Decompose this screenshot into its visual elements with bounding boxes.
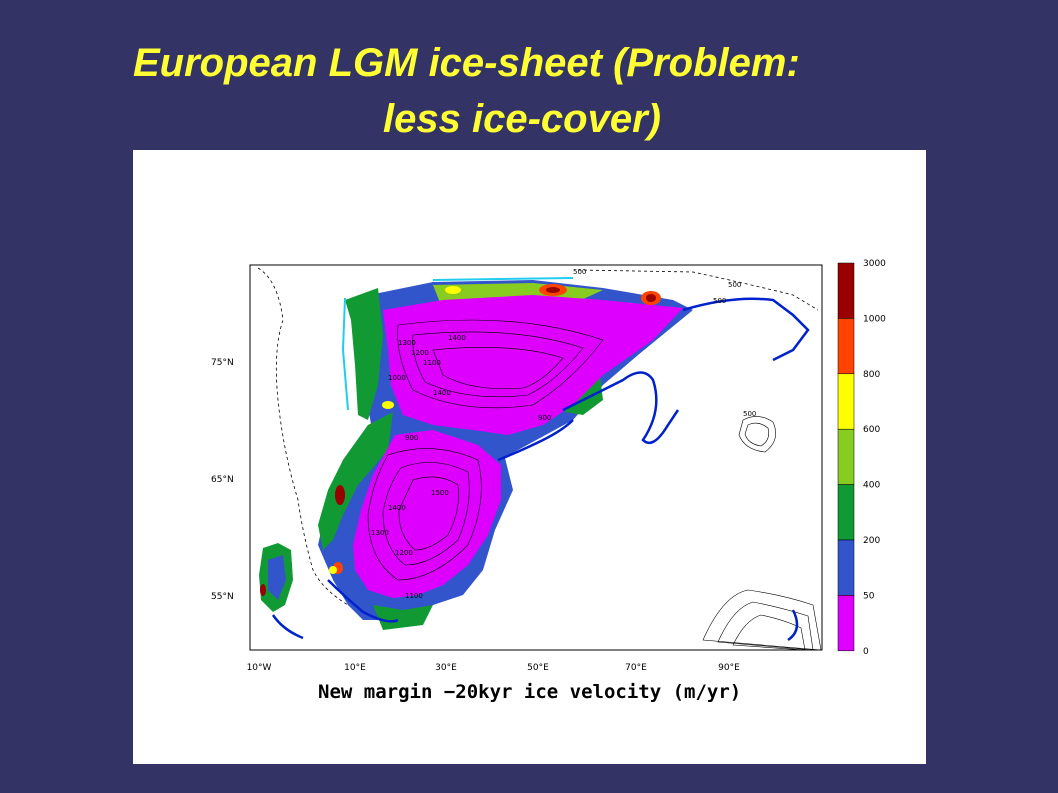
contour-label: 500 (743, 410, 756, 418)
legend-label: 200 (863, 536, 880, 546)
lon-label: 10°W (247, 663, 272, 673)
legend-label: 600 (863, 425, 880, 435)
contour-label: 1500 (431, 489, 449, 497)
contour-label: 1200 (395, 549, 413, 557)
map-figure: 500 500 500 1400 1300 1200 1100 1000 900… (133, 150, 926, 764)
thickness-contours (367, 319, 822, 651)
legend-swatch (837, 373, 855, 430)
legend-swatch (837, 428, 855, 485)
lat-label: 55°N (211, 592, 234, 602)
lon-labels: 10°W 10°E 30°E 50°E 70°E 90°E (247, 663, 741, 673)
contour-label: 1400 (448, 334, 466, 342)
slide-title-line2: less ice-cover) (383, 97, 661, 141)
legend-label: 1000 (863, 314, 886, 324)
legend-label: 800 (863, 370, 880, 380)
map-caption: New margin −20kyr ice velocity (m/yr) (318, 681, 742, 703)
contour-label: 1200 (411, 349, 429, 357)
lat-label: 65°N (211, 475, 234, 485)
contour-label: 900 (405, 434, 418, 442)
lon-label: 50°E (527, 663, 549, 673)
legend-label: 400 (863, 481, 880, 491)
contour-label: 900 (538, 414, 551, 422)
slide-title-line1: European LGM ice-sheet (Problem: (133, 41, 800, 85)
contour-label: 1300 (371, 529, 389, 537)
velocity-legend: 3000 1000 800 600 400 200 50 0 (837, 259, 886, 657)
lat-label: 75°N (211, 358, 234, 368)
legend-swatch (837, 262, 855, 319)
contour-label: 1100 (423, 359, 441, 367)
legend-label: 0 (863, 647, 869, 657)
ice-sheet-velocity-field (259, 280, 693, 630)
legend-swatch (837, 539, 855, 596)
map-svg: 500 500 500 1400 1300 1200 1100 1000 900… (211, 259, 886, 673)
lon-label: 30°E (435, 663, 457, 673)
contour-label: 500 (713, 297, 726, 305)
contour-label: 500 (728, 281, 741, 289)
lat-labels: 75°N 65°N 55°N (211, 358, 234, 602)
contour-label: 500 (573, 268, 586, 276)
coastlines (271, 297, 810, 642)
legend-label: 50 (863, 591, 875, 601)
contour-label: 1300 (398, 339, 416, 347)
legend-swatch (837, 484, 855, 541)
lon-label: 70°E (625, 663, 647, 673)
contour-label: 1400 (433, 389, 451, 397)
ice-margin-outline (341, 277, 574, 411)
contour-label: 1100 (405, 592, 423, 600)
contour-labels: 500 500 500 1400 1300 1200 1100 1000 900… (371, 268, 756, 600)
lon-label: 10°E (344, 663, 366, 673)
legend-swatch (837, 318, 855, 375)
glacial-margin (257, 267, 819, 606)
contour-label: 1400 (388, 504, 406, 512)
contour-label: 1000 (388, 374, 406, 382)
lon-label: 90°E (718, 663, 740, 673)
legend-swatch (837, 595, 855, 652)
legend-label: 3000 (863, 259, 886, 269)
